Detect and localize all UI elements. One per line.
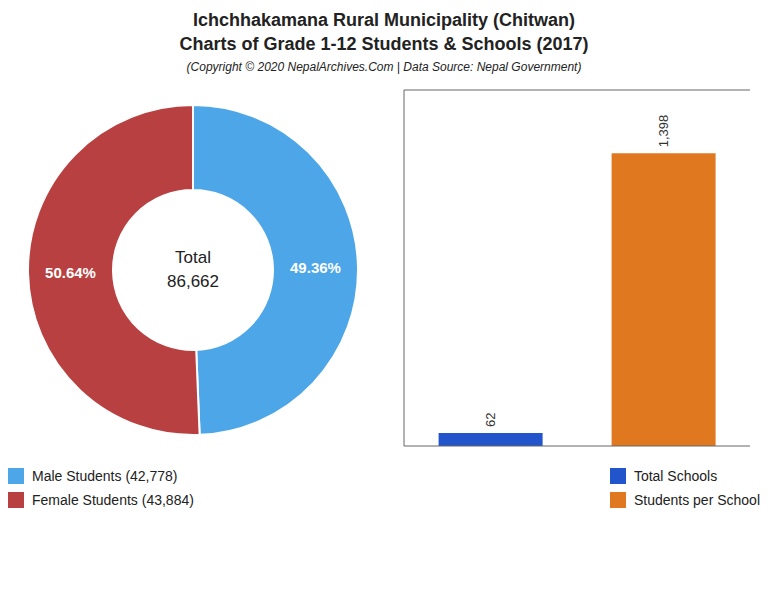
svg-text:50.64%: 50.64%: [45, 264, 96, 281]
html-text:86,662: 86,662: [167, 272, 219, 291]
html-text:Total: Total: [175, 248, 211, 267]
svg-text:49.36%: 49.36%: [290, 259, 341, 276]
html-text:Female Students (43,884): Female Students (43,884): [32, 492, 194, 508]
html-text:Students per School: Students per School: [633, 492, 760, 508]
svg-text:62: 62: [483, 413, 498, 427]
html-text:Male Students (42,778): Male Students (42,778): [32, 468, 178, 484]
html-text:Ichchhakamana Rural Municipali: Ichchhakamana Rural Municipality (Chitwa…: [179, 10, 589, 54]
html-text:(Copyright © 2020 NepalArchive: (Copyright © 2020 NepalArchives.Com | Da…: [186, 60, 582, 74]
svg-text:1,398: 1,398: [656, 115, 671, 148]
html-text:Total Schools: Total Schools: [633, 468, 718, 484]
